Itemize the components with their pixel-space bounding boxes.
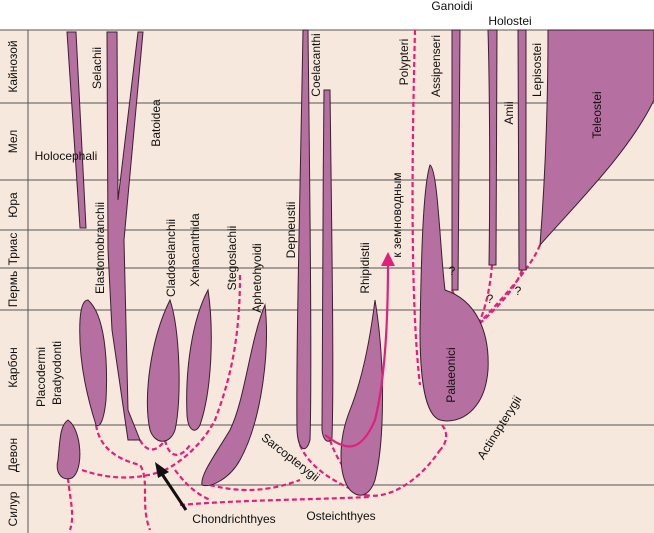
group-label: Osteichthyes [306,509,375,523]
label: Elastomobranchii [93,202,107,294]
period-label: Девон [6,438,20,472]
label: Polypteri [397,39,411,86]
label: Selachii [90,47,104,89]
label: Rhipidistii [358,242,372,293]
question-mark: ? [515,284,522,298]
label: Placodermi [34,347,48,407]
period-label: Кайнозой [6,40,20,92]
chondrichthyes-arrow [160,473,188,511]
arrow-head [381,252,395,266]
period-label: Карбон [6,347,20,388]
label: Coelacanthi [309,33,323,96]
label: Bradyodonti [50,341,64,405]
amphibian-arrow [324,261,390,448]
dashed-lineages [66,29,542,531]
label: Aphetohyoidi [250,243,264,312]
arrow-head [155,462,169,478]
label: Depneustii [284,202,298,259]
label: Holostei [488,14,531,28]
label: Palaeonici [444,347,458,402]
lineage-shapes [56,29,654,496]
label: Teleostei [590,91,604,138]
period-label: Пермь [6,271,20,307]
label: Holocephali [35,149,98,163]
label: к земноводным [390,172,404,257]
period-label: Триас [6,233,20,266]
label: Amii [502,101,516,124]
label: Batoidea [149,99,163,147]
label: Cladoselanchii [164,219,178,297]
period-label: Юра [6,192,20,218]
label: Ganoidi [431,0,472,13]
question-mark: ? [449,264,456,278]
label: Lepisostei [530,43,544,97]
label: Xenacanthida [188,213,202,287]
label: Stegoslachii [225,226,239,291]
label: Assipenseri [429,35,443,97]
question-mark: ? [487,292,494,306]
group-label: Chondrichthyes [192,512,275,526]
period-label: Силур [6,491,20,526]
period-label: Мел [6,130,20,153]
period-labels: Кайнозой Мел Юра Триас Пермь Карбон Девон Силур [6,40,20,526]
